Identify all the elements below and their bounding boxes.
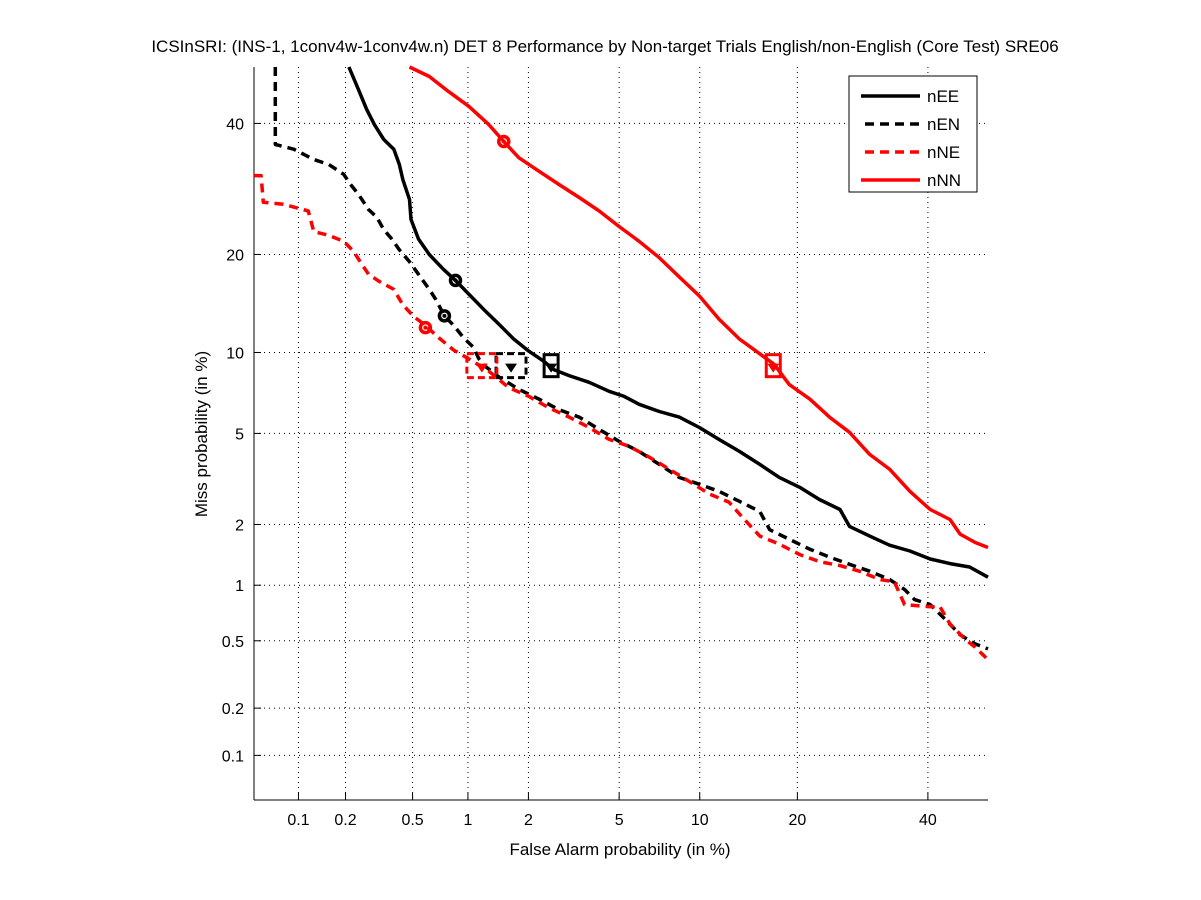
grid [254, 67, 988, 800]
y-tick-label: 20 [226, 247, 244, 264]
act-dcf-marker-triangle-nEE [545, 363, 558, 373]
act-dcf-marker-triangle-nEN [505, 363, 518, 373]
min-dcf-marker-dot-nEN [442, 313, 447, 318]
x-tick-label: 2 [524, 812, 533, 829]
series-nNN [408, 65, 989, 550]
y-tick-label: 2 [235, 517, 244, 534]
series-group [254, 65, 990, 661]
y-tick-label: 0.2 [222, 701, 244, 718]
x-tick-label: 0.5 [401, 812, 423, 829]
x-tick-label: 10 [691, 812, 709, 829]
legend-label-nEN: nEN [927, 115, 960, 134]
x-axis-label: False Alarm probability (in %) [509, 840, 730, 859]
min-dcf-marker-nEN [437, 309, 452, 323]
legend: nEE nEN nNE nNN [848, 75, 978, 193]
x-tick-label: 5 [615, 812, 624, 829]
y-tick-label: 0.5 [222, 634, 244, 651]
x-tick-label: 20 [788, 812, 806, 829]
act-dcf-marker-nEN [494, 352, 528, 380]
min-dcf-marker-dot-nNE [423, 325, 428, 330]
curve-nNE [254, 173, 990, 661]
min-dcf-marker-nNE [418, 320, 433, 335]
min-dcf-marker-dot-nNN [501, 139, 506, 144]
series-nEN [273, 67, 989, 651]
y-tick-label: 40 [226, 116, 244, 133]
act-dcf-marker-triangle-nNN [767, 363, 780, 373]
legend-label-nNN: nNN [927, 171, 961, 190]
x-tick-label: 0.2 [334, 812, 356, 829]
x-tick-label: 40 [919, 812, 937, 829]
curve-nEE [347, 66, 989, 579]
act-dcf-marker-nNE [465, 352, 499, 380]
series-nNE [254, 173, 990, 661]
legend-label-nEE: nEE [927, 87, 959, 106]
x-tick-label: 0.1 [287, 812, 309, 829]
y-tick-label: 1 [235, 578, 244, 595]
min-dcf-marker-nEE [448, 273, 463, 288]
axes: 0.1 0.2 0.5 1 2 5 10 20 40 0.1 0.2 0.5 1 2 5 10 20 40 [222, 67, 988, 829]
y-tick-label: 5 [235, 426, 244, 443]
chart-title: ICSInSRI: (INS-1, 1conv4w-1conv4w.n) DET… [151, 37, 1058, 56]
min-dcf-marker-dot-nEE [453, 278, 458, 283]
y-tick-label: 10 [226, 345, 244, 362]
series-nEE [347, 66, 989, 579]
act-dcf-marker-nEE [542, 353, 560, 379]
x-tick-label: 1 [463, 812, 472, 829]
y-tick-label: 0.1 [222, 748, 244, 765]
min-dcf-marker-nNN [497, 134, 511, 149]
curve-nEN [273, 67, 989, 651]
y-axis-label: Miss probability (in %) [192, 351, 211, 517]
act-dcf-marker-nNN [764, 353, 782, 379]
act-dcf-marker-triangle-nNE [475, 363, 488, 373]
legend-label-nNE: nNE [927, 143, 960, 162]
